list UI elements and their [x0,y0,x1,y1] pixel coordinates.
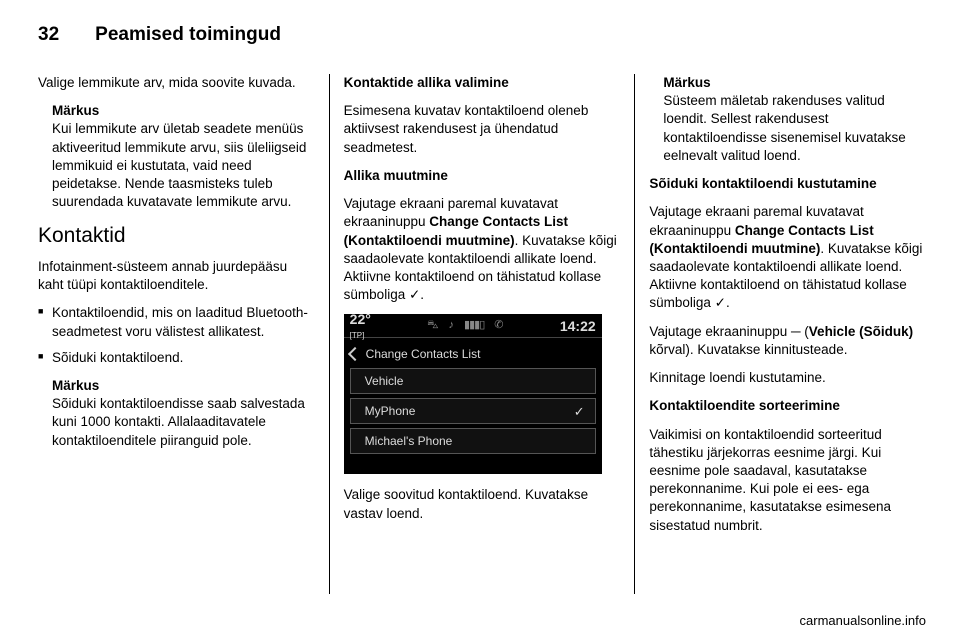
item-label: MyPhone [365,403,416,419]
footer-url: carmanualsonline.info [800,613,926,628]
col2-p2: Vajutage ekraani paremal kuvatavat ekraa… [344,195,621,304]
status-left: 22° [TP] [350,310,371,342]
col3-p3: Kinnitage loendi kustutamine. [649,369,926,387]
note-body: Sõiduki kontaktiloendisse saab salvestad… [52,396,305,447]
back-row[interactable]: Change Contacts List [350,342,596,366]
list-item: Kontaktiloendid, mis on laaditud Bluetoo… [38,304,315,340]
col3-note: Märkus Süsteem mäletab rakenduses valitu… [663,74,926,165]
col3-sub2: Kontaktiloendite sorteerimine [649,397,926,415]
contacts-heading: Kontaktid [38,222,315,250]
screen-body: Change Contacts List Vehicle MyPhone ✓ M… [344,338,602,454]
col3-p2: Vajutage ekraaninuppu ─ (Vehicle (Sõiduk… [649,323,926,359]
screen-statusbar: 22° [TP] ⛍ ♪ ▮▮▮▯ ✆ 14:22 [344,314,602,338]
status-icons: ⛍ ♪ ▮▮▮▯ ✆ [427,318,503,333]
column-1: Valige lemmikute arv, mida soovite kuvad… [38,74,329,594]
back-arrow-icon [348,347,362,361]
note-body: Süsteem mäletab rakenduses valitud loend… [663,93,905,163]
status-temp: 22° [350,311,371,327]
col3-p1: Vajutage ekraani paremal kuvatavat ekraa… [649,203,926,312]
col1-note2: Märkus Sõiduki kontaktiloendisse saab sa… [52,377,315,450]
col1-p2: Infotainment-süsteem annab juurdepääsu k… [38,258,315,294]
col3-sub1: Sõiduki kontaktiloendi kustutamine [649,175,926,193]
page-number: 32 [38,24,59,46]
status-tp: [TP] [350,331,371,342]
list-item: Sõiduki kontaktiloend. [38,349,315,367]
col2-p1: Esimesena kuvatav kontaktiloend oleneb a… [344,102,621,157]
phone-icon: ✆ [494,318,503,333]
item-label: Vehicle [365,373,404,389]
col1-intro: Valige lemmikute arv, mida soovite kuvad… [38,74,315,92]
page-header: 32 Peamised toimingud [38,24,926,46]
car-icon: ⛍ [427,318,438,333]
checkmark-icon: ✓ [574,403,585,421]
content-columns: Valige lemmikute arv, mida soovite kuvad… [38,74,926,594]
infotainment-screenshot: 22° [TP] ⛍ ♪ ▮▮▮▯ ✆ 14:22 [344,314,602,474]
signal-icon: ▮▮▮▯ [464,318,484,333]
list-item[interactable]: Vehicle [350,368,596,394]
col1-list: Kontaktiloendid, mis on laaditud Bluetoo… [38,304,315,367]
status-time: 14:22 [560,317,596,334]
column-3: Märkus Süsteem mäletab rakenduses valitu… [635,74,926,594]
col1-note: Märkus Kui lemmikute arv ületab seadete … [52,102,315,211]
note-body: Kui lemmikute arv ületab seadete menüüs … [52,121,306,209]
music-icon: ♪ [449,318,455,333]
note-title: Märkus [52,378,99,393]
col3-p4: Vaikimisi on kontaktiloendid sorteeritud… [649,426,926,535]
note-title: Märkus [663,75,710,90]
list-item[interactable]: MyPhone ✓ [350,398,596,424]
note-title: Märkus [52,103,99,118]
col2-sub2: Allika muutmine [344,167,621,185]
screen-title: Change Contacts List [366,346,481,362]
col2-subheading: Kontaktide allika valimine [344,74,621,92]
item-label: Michael's Phone [365,433,453,449]
page-title: Peamised toimingud [95,24,281,46]
list-item[interactable]: Michael's Phone [350,428,596,454]
manual-page: 32 Peamised toimingud Valige lemmikute a… [0,0,960,642]
col2-p3: Valige soovitud kontaktiloend. Kuvatakse… [344,486,621,522]
contacts-source-list: Vehicle MyPhone ✓ Michael's Phone [350,368,596,454]
column-2: Kontaktide allika valimine Esimesena kuv… [330,74,635,594]
